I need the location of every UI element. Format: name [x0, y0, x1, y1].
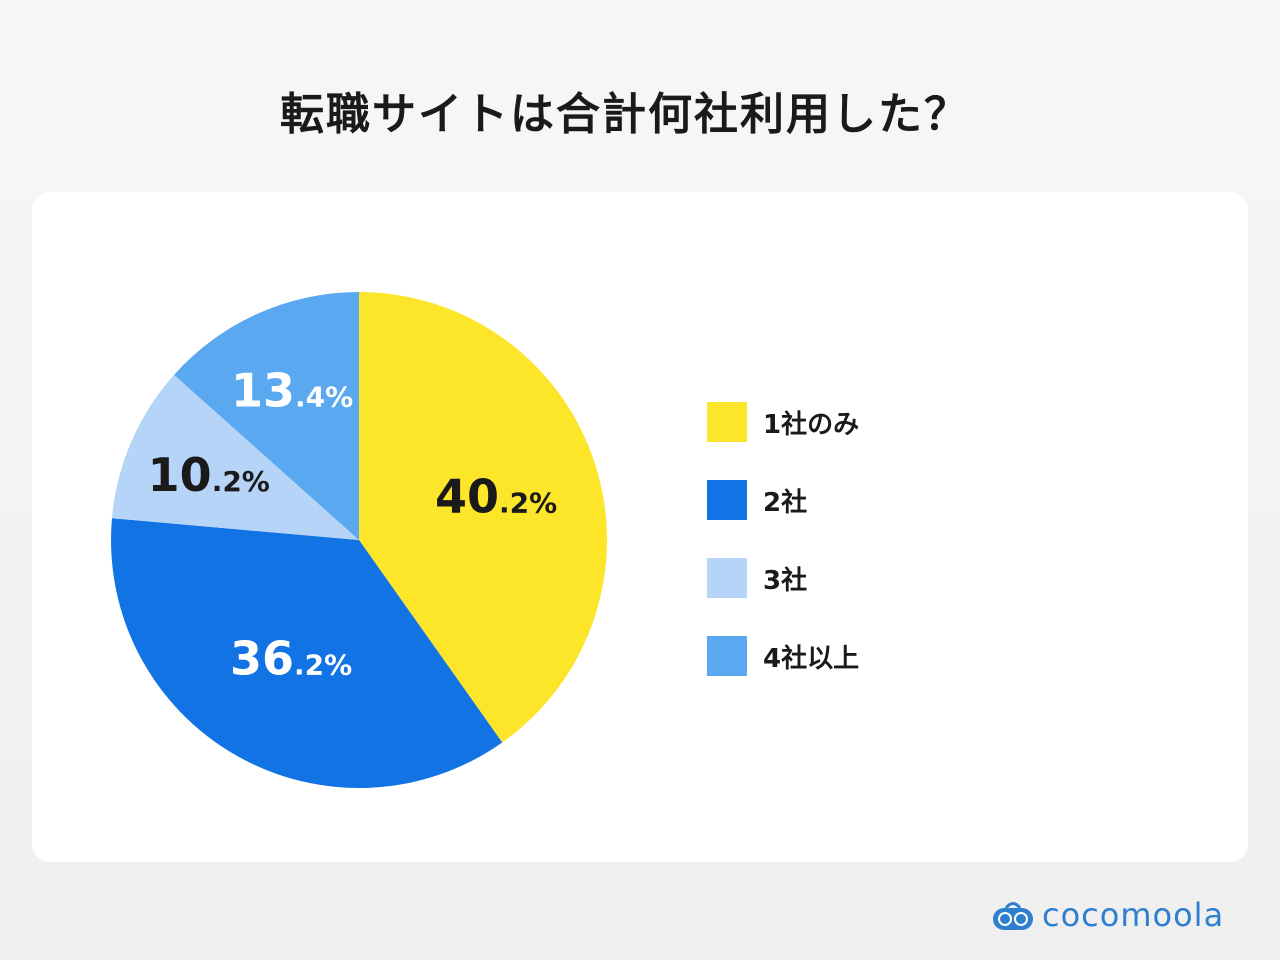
legend-label: 1社のみ — [763, 409, 860, 440]
legend-item: 4社以上 — [707, 636, 859, 676]
pie-slice — [110, 518, 503, 789]
legend-swatch — [707, 480, 747, 520]
data-label: 36.2% — [230, 631, 352, 685]
legend-swatch — [707, 402, 747, 442]
brand-logo: cocomoola — [992, 896, 1224, 934]
legend-item: 3社 — [707, 558, 859, 598]
legend-label: 2社 — [763, 487, 808, 518]
legend-swatch — [707, 558, 747, 598]
legend-item: 1社のみ — [707, 402, 859, 442]
brand-name: cocomoola — [1042, 896, 1225, 934]
logo-icon — [993, 902, 1033, 930]
pie-slice — [174, 292, 359, 540]
legend-label: 4社以上 — [763, 643, 860, 674]
legend-label: 3社 — [763, 565, 808, 596]
data-label: 10.2% — [148, 448, 270, 502]
legend-swatch — [707, 636, 747, 676]
legend-item: 2社 — [707, 480, 859, 520]
pie-slice — [359, 292, 608, 743]
page-title: 転職サイトは合計何社利用した？ — [280, 89, 970, 140]
data-label: 40.2% — [435, 469, 557, 523]
data-label: 13.4% — [231, 364, 353, 418]
legend: 1社のみ 2社 3社 4社以上 — [707, 402, 859, 714]
pie-slice — [111, 374, 359, 540]
